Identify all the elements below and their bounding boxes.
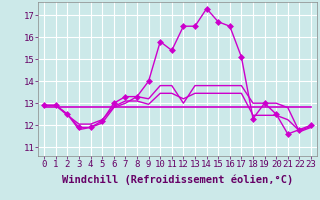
X-axis label: Windchill (Refroidissement éolien,°C): Windchill (Refroidissement éolien,°C) [62, 175, 293, 185]
